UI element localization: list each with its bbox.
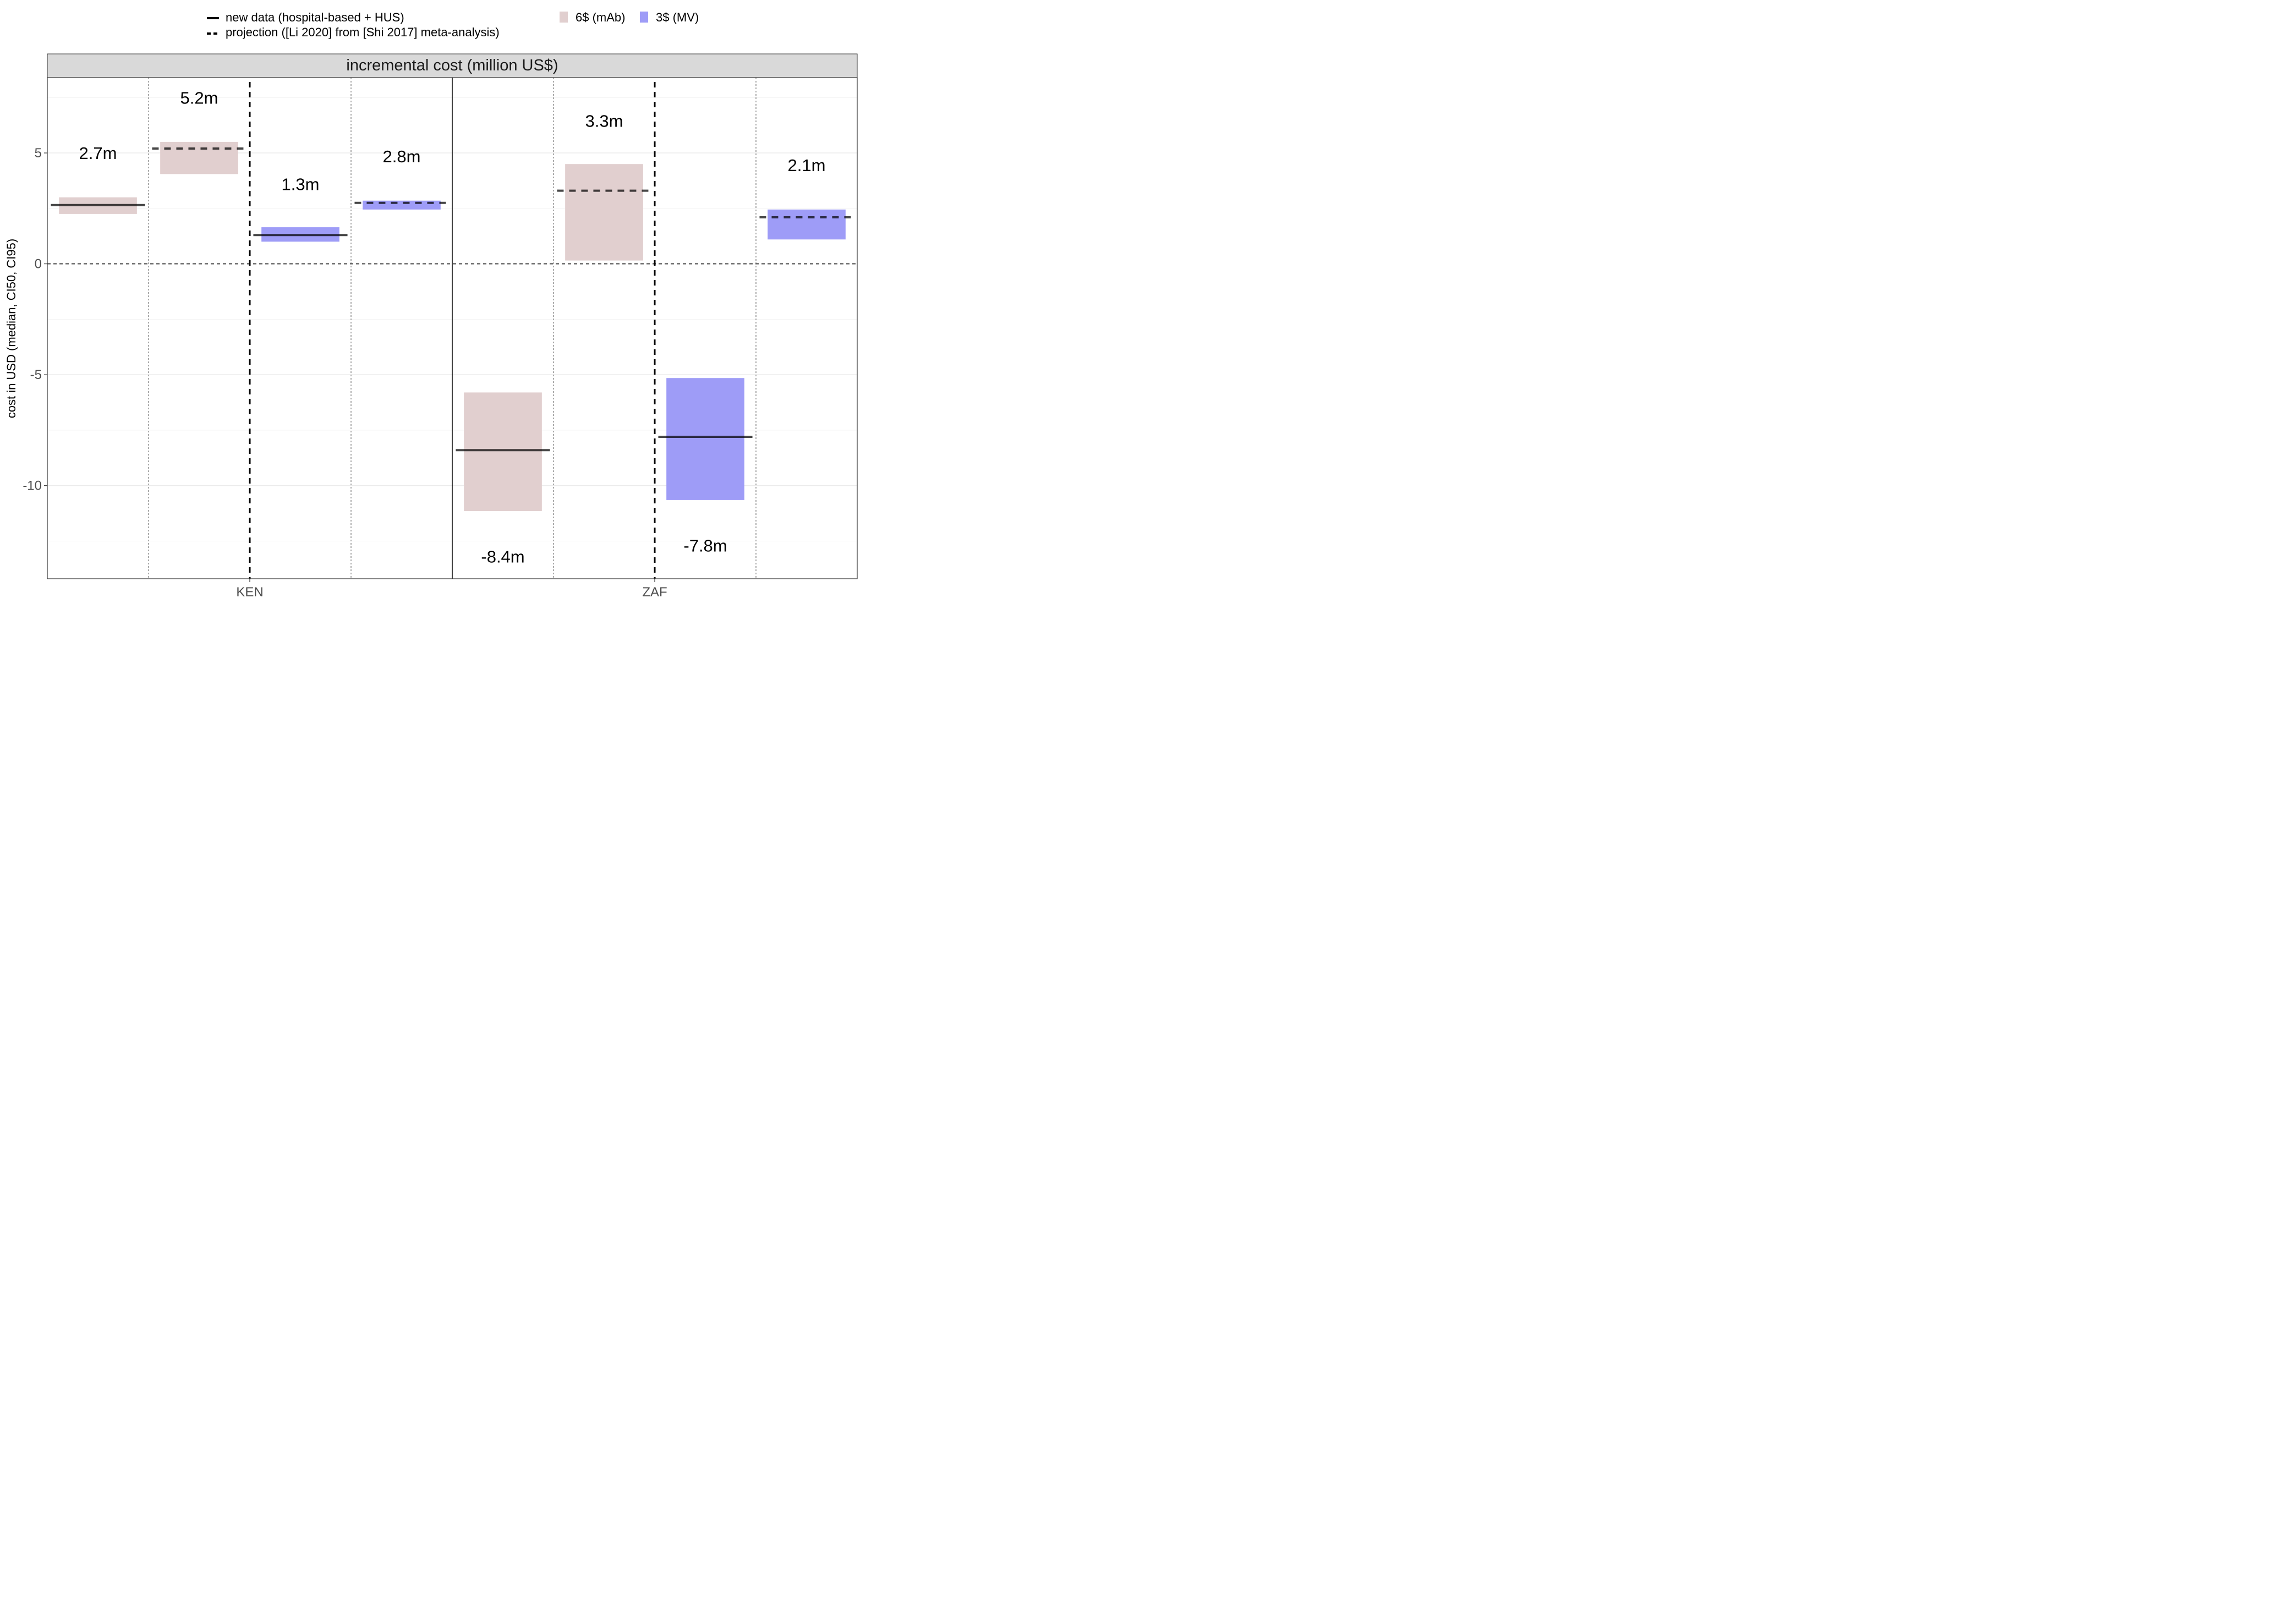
ci-box-zaf-mab-solid (464, 392, 542, 512)
x-tick-label: KEN (236, 585, 263, 600)
x-tick-label: ZAF (642, 585, 667, 600)
data-label-zaf-mab-dashed: 3.3m (585, 112, 623, 131)
data-label-ken-mab-dashed: 5.2m (180, 88, 218, 107)
y-axis-title: cost in USD (median, CI50, CI95) (4, 239, 18, 418)
panel-border (47, 77, 858, 579)
chart-root: new data (hospital-based + HUS) projecti… (0, 0, 862, 606)
data-label-ken-mv-solid: 1.3m (282, 174, 320, 194)
data-label-ken-mv-dashed: 2.8m (383, 147, 421, 166)
data-label-zaf-mv-solid: -7.8m (683, 536, 727, 556)
legend-label-dashed: projection ([Li 2020] from [Shi 2017] me… (226, 25, 500, 39)
ci-box-zaf-mv-dashed (768, 209, 846, 240)
legend-label-solid: new data (hospital-based + HUS) (226, 10, 404, 24)
data-label-zaf-mv-dashed: 2.1m (788, 156, 826, 175)
legend-label-mv: 3$ (MV) (656, 10, 699, 24)
plot-area: 2.7m 5.2m 1.3m 2.8m -8.4m 3.3m -7.8m 2.1m 5 0 -5 -1… (23, 77, 858, 600)
y-tick-label: -5 (30, 367, 42, 382)
data-label-zaf-mab-solid: -8.4m (481, 547, 524, 567)
ci-box-zaf-mab-dashed (565, 164, 643, 261)
y-tick-label: 0 (35, 257, 42, 272)
panel-strip (47, 53, 858, 78)
legend: new data (hospital-based + HUS) projecti… (207, 10, 699, 39)
legend-key-mab (560, 12, 568, 23)
ci-box-ken-mab-dashed (160, 141, 238, 174)
legend-label-mab: 6$ (mAb) (576, 10, 625, 24)
legend-key-mv (640, 12, 648, 23)
chart-svg: new data (hospital-based + HUS) projecti… (4, 10, 858, 600)
panel-title: incremental cost (million US$) (346, 57, 558, 74)
ci-box-zaf-mv-solid (666, 378, 744, 500)
y-tick-label: -10 (23, 479, 42, 493)
y-tick-label: 5 (35, 146, 42, 161)
data-label-ken-mab-solid: 2.7m (79, 144, 117, 163)
